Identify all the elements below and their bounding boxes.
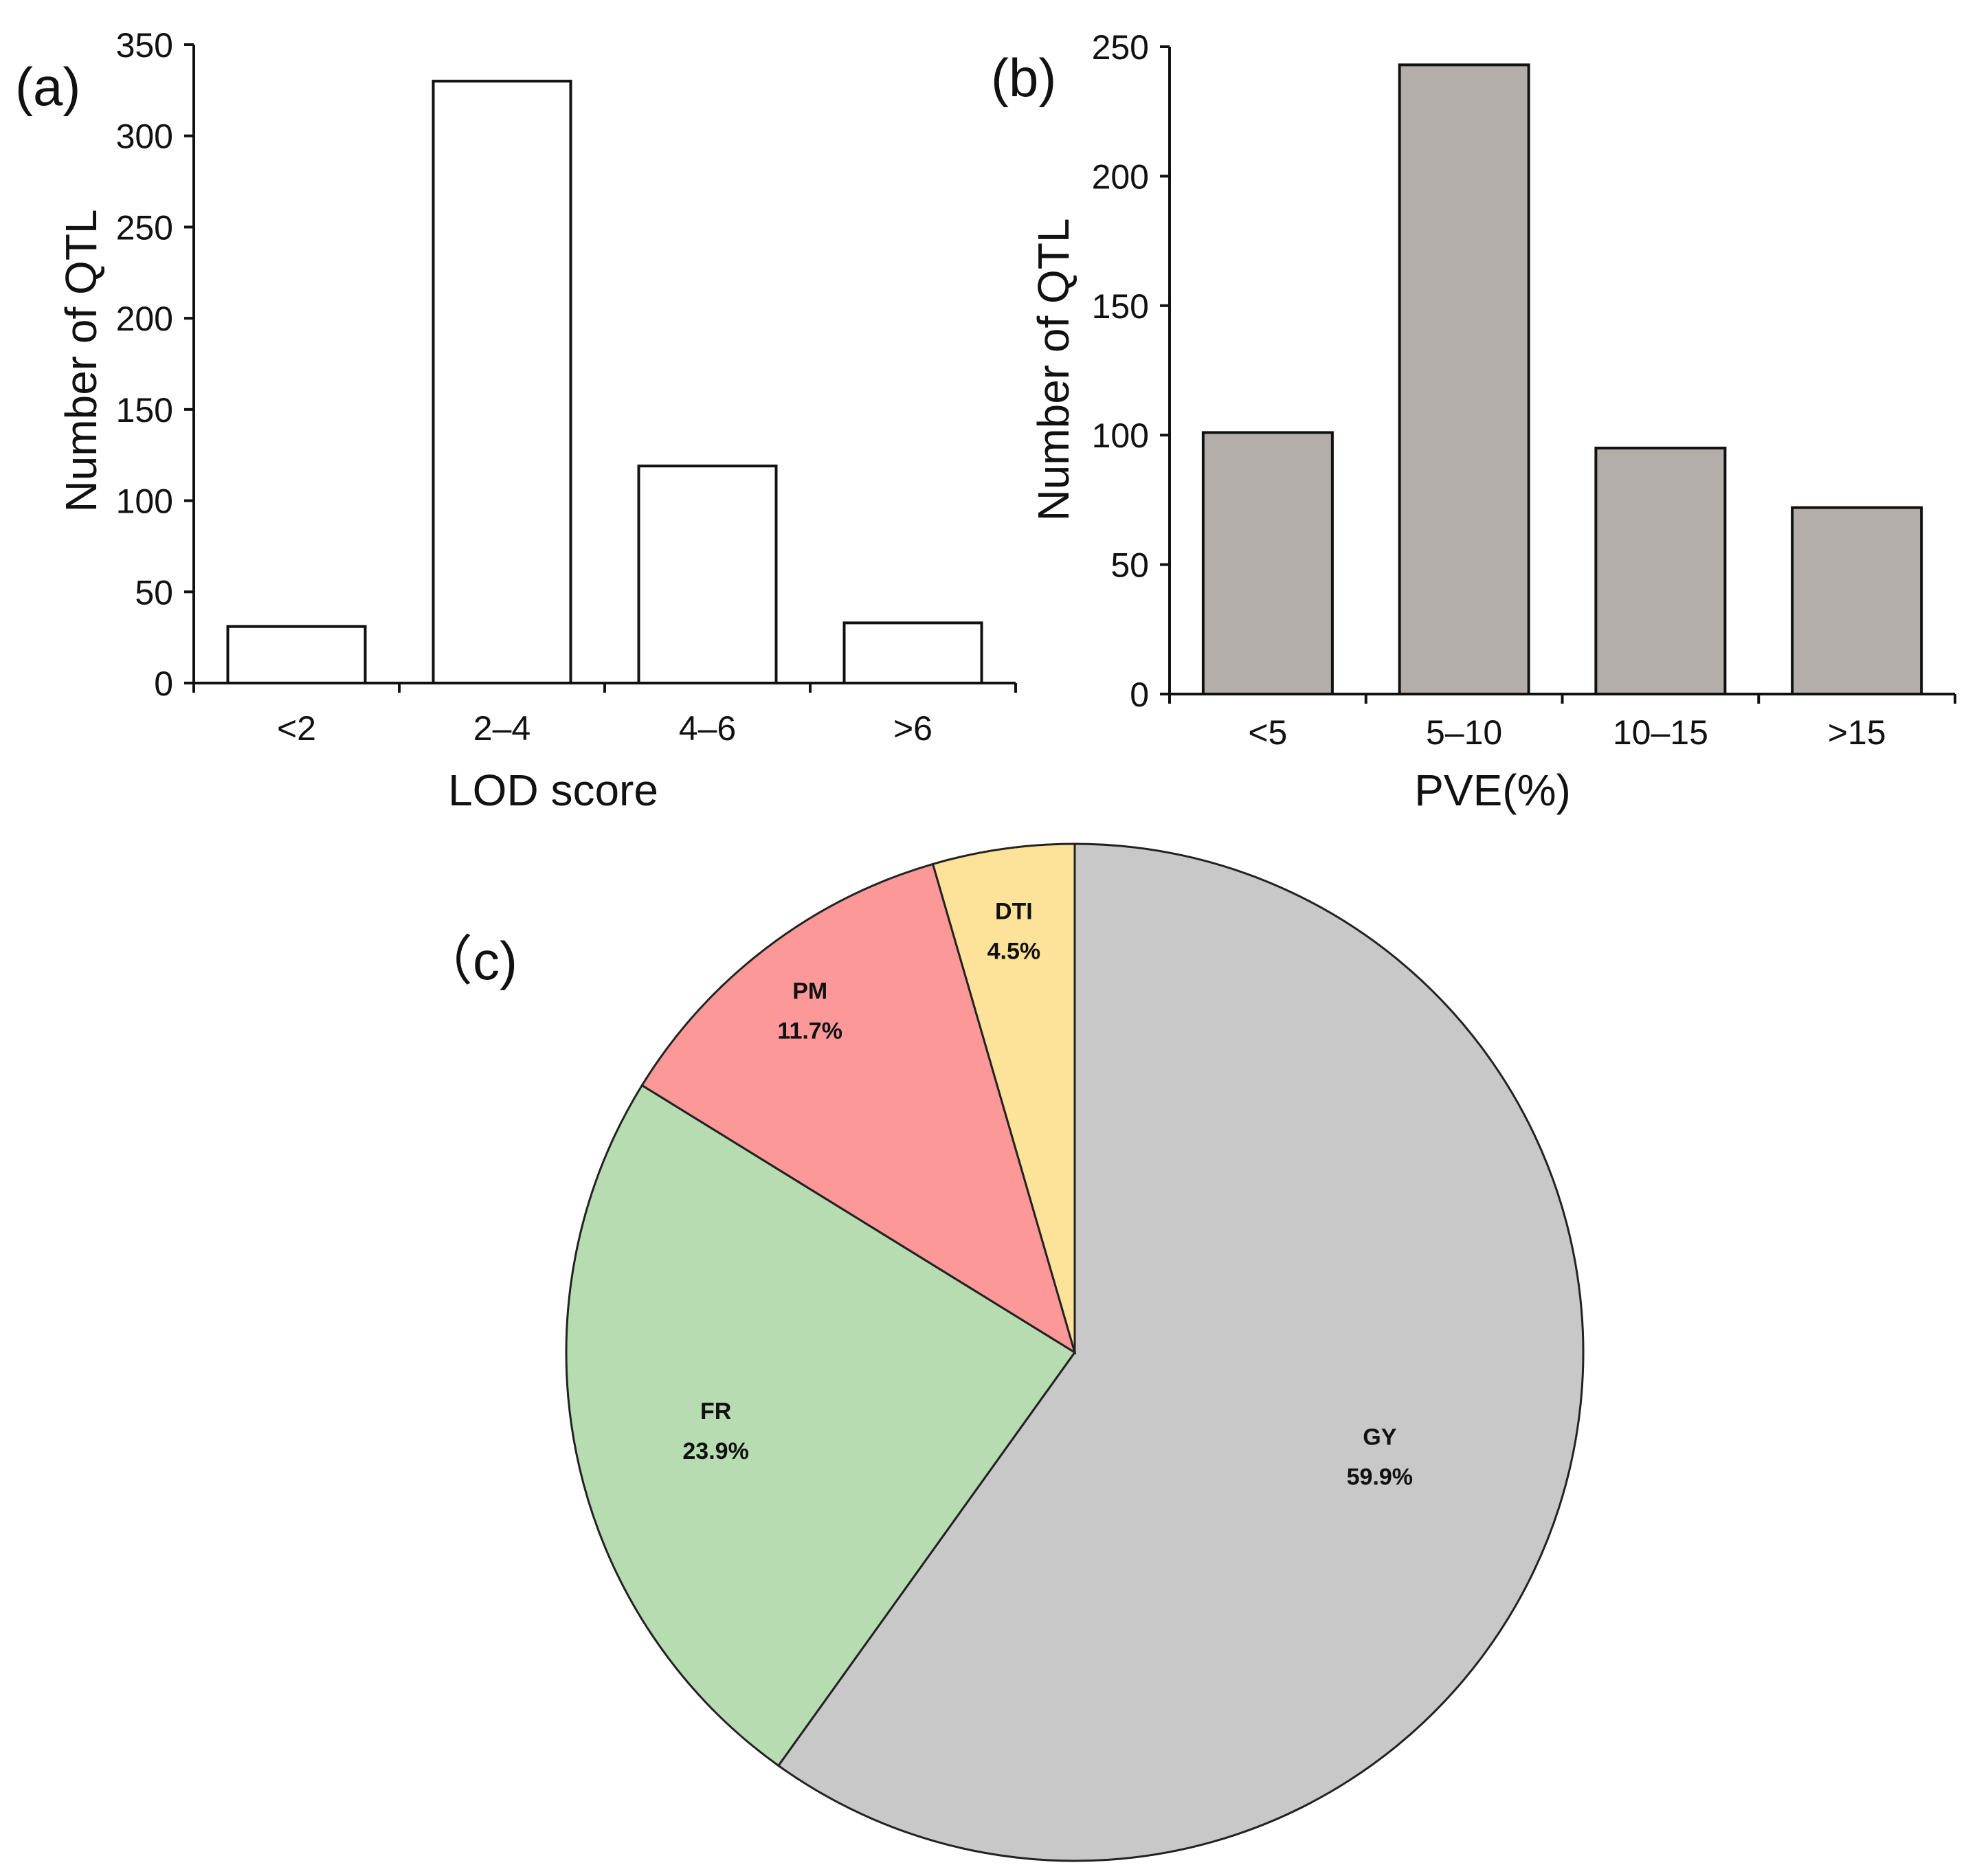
- panel-b-bar: [1791, 506, 1923, 695]
- panel-a-y-tick-label: 150: [116, 391, 173, 429]
- panel-a-x-tick-label: 2–4: [473, 709, 530, 748]
- panel-a-y-tick-label: 250: [116, 208, 173, 247]
- pie-percent-dti: 4.5%: [987, 938, 1041, 964]
- pie-slice-fr: [565, 1084, 1077, 1767]
- pie-label-pm: PM: [792, 978, 827, 1004]
- panel-b-y-tick-label: 150: [1092, 287, 1149, 326]
- panel-a-y-tick-label: 350: [116, 26, 173, 65]
- panel-b-x-tick-label: >15: [1828, 713, 1886, 752]
- pie-slice-pm: [640, 862, 1077, 1355]
- pie-label-gy: GY: [1363, 1425, 1396, 1451]
- panel-b-x-tick-label: 10–15: [1613, 713, 1708, 752]
- panel-a-y-tick-label: 200: [116, 300, 173, 338]
- panel-b-y-tick-label: 100: [1092, 416, 1149, 455]
- panel-a-x-axis-title: LOD score: [448, 766, 658, 815]
- pie-percent-pm: 11.7%: [777, 1018, 842, 1044]
- panel-c-pie-chart: （c) GY 59.9% FR 23.9% PM 11.7% DTI 4.5%: [419, 842, 1585, 1862]
- panel-b-y-axis-title: Number of QTL: [1029, 218, 1078, 521]
- panel-b-bar: [1201, 431, 1334, 695]
- panel-b-y-tick-label: 200: [1092, 157, 1149, 196]
- panel-b-y-tick-label: 50: [1110, 546, 1149, 585]
- panel-b-x-tick-label: 5–10: [1426, 713, 1502, 752]
- panel-a-label: (a): [15, 56, 80, 117]
- panel-b-x-axis-title: PVE(%): [1414, 766, 1571, 815]
- panel-b-bar: [1594, 447, 1727, 695]
- panel-a-bar: [637, 465, 778, 684]
- panel-a-y-tick-label: 0: [154, 665, 173, 703]
- panel-a-bar: [432, 80, 572, 685]
- pie-label-fr: FR: [700, 1398, 731, 1425]
- panel-b-bar: [1398, 63, 1530, 696]
- panel-a-bar: [226, 625, 367, 685]
- panel-a-x-tick-label: <2: [277, 709, 316, 748]
- panel-a-bar: [842, 621, 983, 684]
- panel-a-y-axis-title: Number of QTL: [56, 209, 106, 512]
- panel-b-label: (b): [991, 47, 1056, 108]
- panel-b-bar-chart: (b) Number of QTL PVE(%) 0 50 100 150 200 250…: [991, 28, 1956, 815]
- panel-a-bar-chart: (a) Number of QTL LOD score 0 50 100 150 200…: [15, 26, 1017, 815]
- pie-slice-dti: [931, 842, 1076, 1353]
- pie-percent-fr: 23.9%: [682, 1438, 748, 1464]
- panel-b-y-tick-label: 0: [1130, 675, 1149, 714]
- panel-c-label: （c): [419, 930, 517, 991]
- pie-slice-gy: [777, 842, 1585, 1862]
- panel-b-x-tick-label: <5: [1248, 713, 1287, 752]
- panel-a-y-tick-label: 300: [116, 118, 173, 156]
- panel-a-x-tick-label: >6: [893, 709, 932, 748]
- pie-percent-gy: 59.9%: [1347, 1464, 1413, 1490]
- panel-a-x-tick-label: 4–6: [679, 709, 736, 748]
- pie-label-dti: DTI: [995, 898, 1033, 924]
- panel-a-y-tick-label: 50: [135, 573, 173, 612]
- panel-a-y-tick-label: 100: [116, 482, 173, 521]
- panel-b-y-tick-label: 250: [1092, 28, 1149, 67]
